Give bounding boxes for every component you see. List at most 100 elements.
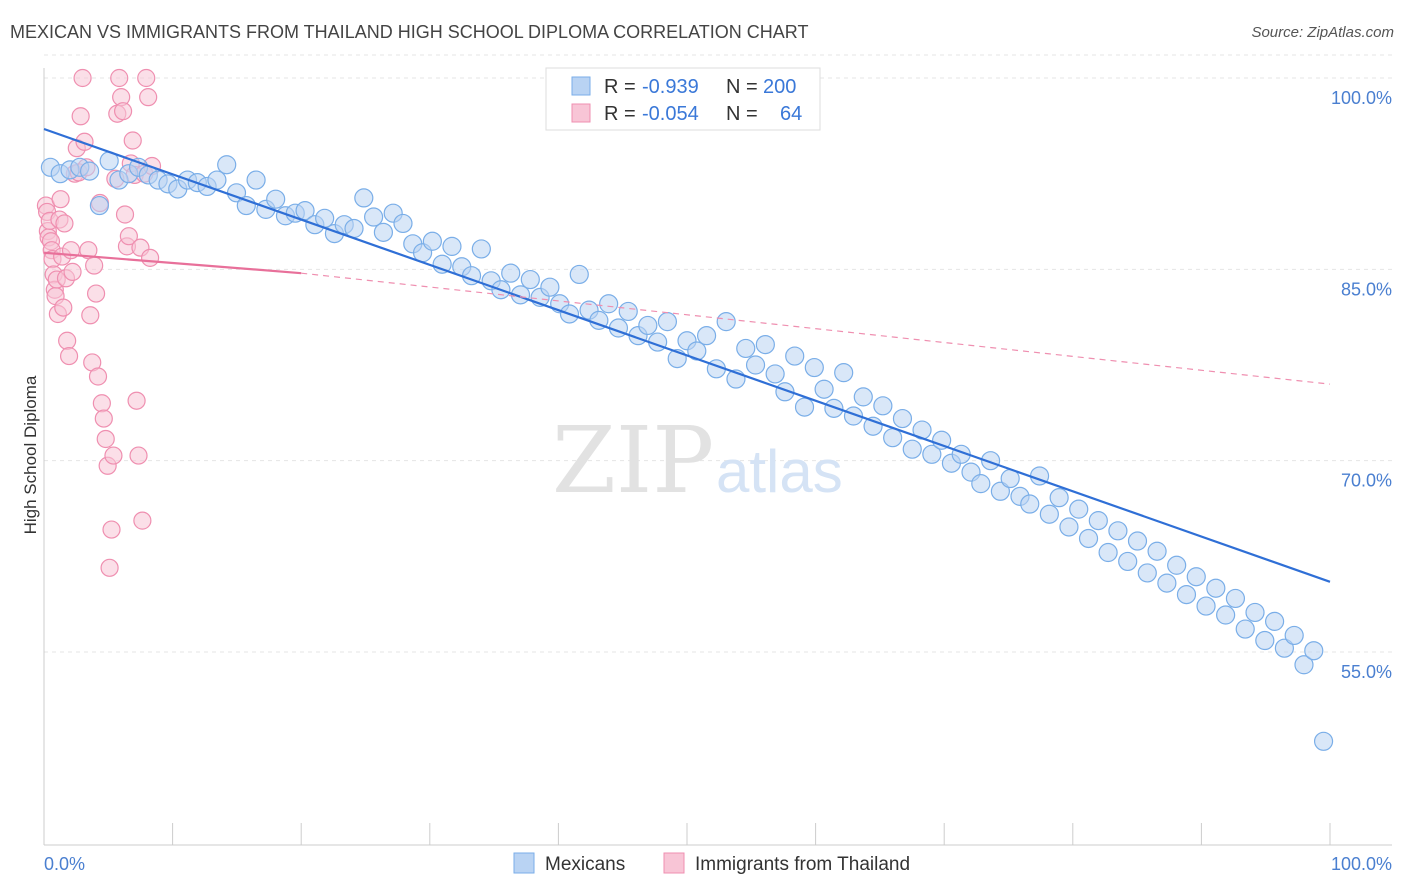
- legend-n-value-2: 64: [780, 103, 802, 125]
- point-mexicans: [755, 334, 775, 355]
- point-mexicans: [745, 355, 766, 375]
- point-mexicans: [1274, 638, 1294, 658]
- point-mexicans: [736, 338, 756, 359]
- point-thailand: [127, 391, 146, 410]
- point-thailand: [129, 446, 148, 465]
- point-mexicans: [1039, 504, 1059, 524]
- point-mexicans: [1284, 625, 1304, 646]
- point-mexicans: [1118, 551, 1138, 572]
- point-mexicans: [1020, 494, 1040, 514]
- y-tick-label: 100.0%: [1331, 88, 1392, 108]
- trend-lines: [43, 127, 1331, 583]
- point-mexicans: [902, 439, 922, 459]
- point-mexicans: [638, 315, 658, 336]
- point-mexicans: [1108, 521, 1128, 541]
- point-thailand: [59, 346, 79, 366]
- point-mexicans: [804, 357, 824, 378]
- point-thailand: [86, 284, 106, 303]
- point-thailand: [94, 409, 113, 428]
- legend-n-label-1: N =: [726, 76, 758, 98]
- point-mexicans: [354, 188, 374, 208]
- point-thailand: [75, 132, 94, 151]
- point-mexicans: [1059, 517, 1079, 537]
- point-mexicans: [618, 301, 638, 322]
- point-mexicans: [207, 170, 227, 190]
- point-mexicans: [1088, 511, 1108, 531]
- point-mexicans: [295, 201, 315, 221]
- point-mexicans: [1157, 573, 1177, 593]
- point-mexicans: [246, 170, 266, 190]
- point-thailand: [58, 331, 77, 350]
- series-thailand-points: [36, 68, 162, 577]
- y-axis-label: High School Diploma: [21, 375, 40, 534]
- point-mexicans: [834, 363, 854, 383]
- legend-r-label-2: R =: [604, 103, 636, 125]
- watermark-zip: ZIP: [552, 407, 714, 514]
- legend-r-label-1: R =: [604, 76, 636, 98]
- point-mexicans: [853, 387, 873, 407]
- point-thailand: [119, 227, 138, 246]
- point-mexicans: [1304, 641, 1324, 661]
- legend-n-value-1: 200: [763, 76, 796, 98]
- point-mexicans: [696, 326, 717, 346]
- y-tick-label: 70.0%: [1341, 471, 1392, 491]
- point-thailand: [88, 367, 108, 386]
- point-mexicans: [217, 155, 237, 175]
- point-mexicans: [1147, 541, 1167, 561]
- point-mexicans: [540, 277, 560, 297]
- point-mexicans: [1196, 596, 1216, 616]
- point-mexicans: [1225, 588, 1246, 609]
- point-mexicans: [1313, 731, 1334, 751]
- x-tick-label-end: 100.0%: [1331, 854, 1392, 874]
- point-mexicans: [922, 444, 942, 464]
- point-thailand: [92, 394, 111, 413]
- point-mexicans: [569, 264, 589, 285]
- point-mexicans: [1127, 531, 1148, 551]
- legend: R = -0.939 N = 200 R = -0.054 N = 64: [545, 67, 821, 131]
- point-thailand: [63, 262, 82, 281]
- point-mexicans: [785, 346, 805, 366]
- point-mexicans: [883, 428, 903, 448]
- point-thailand: [133, 511, 152, 530]
- legend-swatch-mexicans: [571, 76, 591, 96]
- point-mexicans: [932, 430, 952, 450]
- trend-mexicans: [43, 127, 1331, 583]
- gridlines: [44, 54, 1392, 653]
- bottom-legend-swatch-thailand: [663, 852, 685, 874]
- trend-thailand-dashed: [301, 272, 1331, 385]
- legend-r-value-2: -0.054: [642, 103, 699, 125]
- point-mexicans: [1186, 567, 1206, 587]
- chart-title: MEXICAN VS IMMIGRANTS FROM THAILAND HIGH…: [10, 22, 809, 42]
- legend-n-label-2: N =: [726, 103, 758, 125]
- point-mexicans: [1245, 602, 1265, 623]
- point-mexicans: [1294, 655, 1314, 675]
- point-thailand: [55, 214, 74, 233]
- point-mexicans: [393, 213, 413, 234]
- point-mexicans: [814, 379, 834, 399]
- point-thailand: [100, 558, 119, 577]
- point-mexicans: [1176, 584, 1197, 605]
- point-mexicans: [1137, 563, 1157, 583]
- bottom-legend-thailand: Immigrants from Thailand: [695, 854, 910, 875]
- point-mexicans: [1167, 555, 1187, 575]
- point-mexicans: [80, 161, 100, 181]
- legend-r-value-1: -0.939: [642, 76, 699, 98]
- point-mexicans: [971, 474, 991, 494]
- point-thailand: [137, 68, 156, 88]
- point-thailand: [110, 68, 129, 88]
- bottom-legend: Mexicans Immigrants from Thailand: [513, 852, 910, 875]
- point-thailand: [102, 520, 121, 539]
- point-mexicans: [422, 231, 442, 251]
- point-mexicans: [873, 396, 893, 416]
- point-thailand: [54, 298, 73, 317]
- point-mexicans: [471, 239, 491, 259]
- point-thailand: [81, 306, 100, 325]
- chart-source: Source: ZipAtlas.com: [1251, 24, 1394, 41]
- point-thailand: [123, 131, 142, 150]
- point-thailand: [96, 429, 115, 449]
- point-mexicans: [657, 312, 678, 332]
- point-mexicans: [1078, 528, 1099, 549]
- watermark-atlas: atlas: [716, 438, 843, 505]
- point-mexicans: [1255, 630, 1275, 651]
- point-mexicans: [89, 195, 109, 216]
